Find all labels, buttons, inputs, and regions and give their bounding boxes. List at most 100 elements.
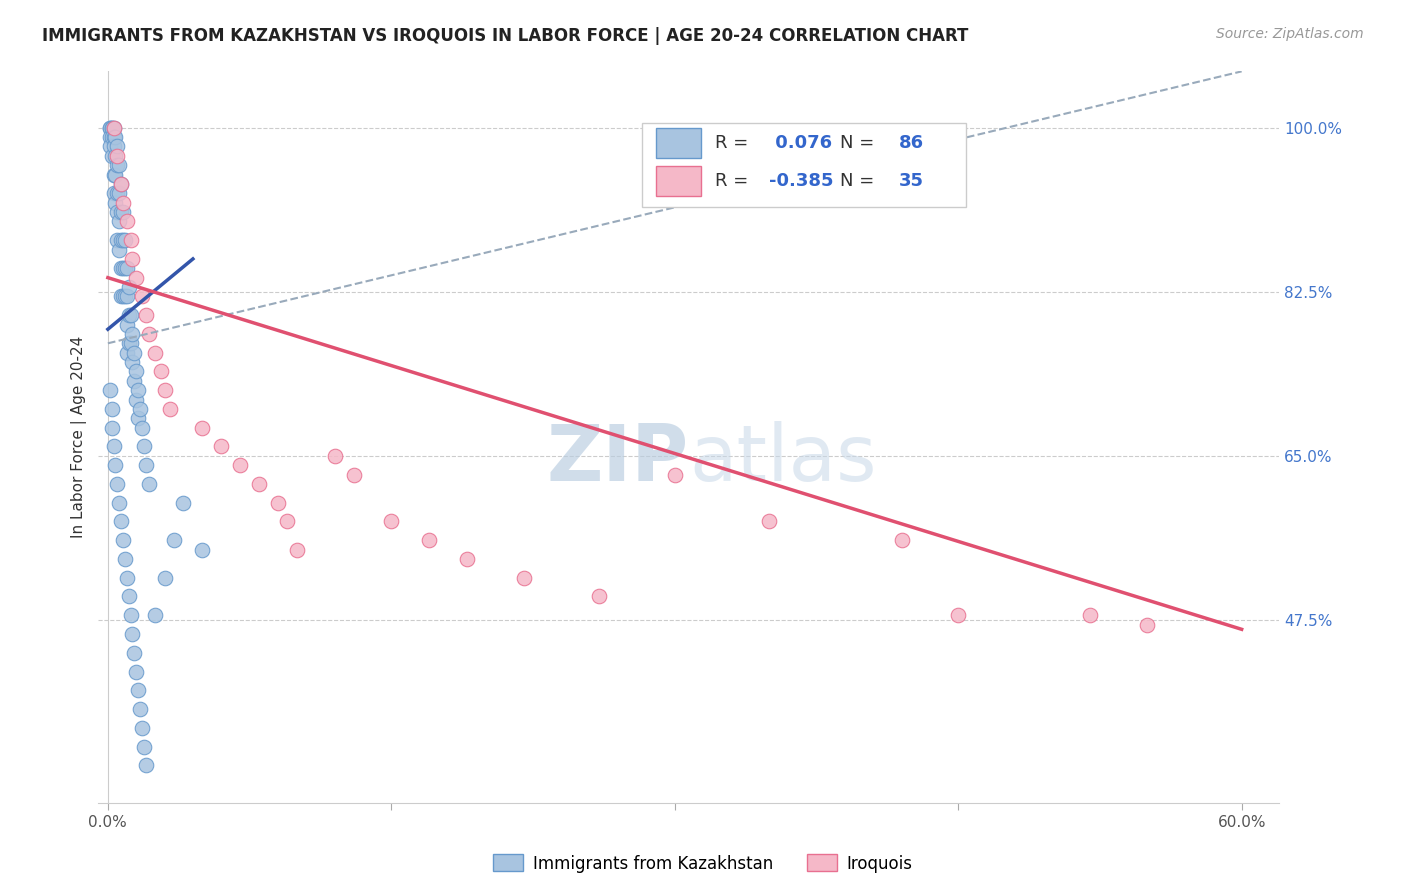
Point	[120, 608, 142, 623]
Point	[121, 627, 143, 641]
Point	[121, 252, 143, 266]
Point	[108, 496, 131, 510]
Point	[118, 280, 141, 294]
Point	[103, 186, 125, 201]
Point	[120, 308, 142, 322]
Point	[108, 214, 131, 228]
Point	[153, 571, 176, 585]
Point	[125, 364, 148, 378]
Point	[98, 139, 121, 153]
Point	[132, 739, 155, 754]
Point	[135, 308, 157, 322]
Point	[247, 477, 270, 491]
Point	[115, 289, 138, 303]
Point	[110, 177, 132, 191]
Point	[1080, 608, 1102, 623]
Point	[380, 515, 402, 529]
Point	[111, 233, 134, 247]
Point	[132, 440, 155, 454]
Point	[191, 420, 214, 434]
Point	[100, 120, 122, 135]
Point	[138, 477, 160, 491]
Point	[110, 233, 132, 247]
Point	[108, 243, 131, 257]
Point	[103, 440, 125, 454]
Point	[110, 289, 132, 303]
Bar	[655, 166, 700, 196]
Text: 86: 86	[900, 134, 924, 152]
Point	[104, 149, 127, 163]
Text: R =: R =	[714, 172, 754, 190]
Point	[131, 289, 153, 303]
Point	[110, 261, 132, 276]
Point	[111, 195, 134, 210]
Point	[159, 401, 181, 416]
Point	[153, 383, 176, 397]
Point	[103, 130, 125, 145]
Point	[124, 374, 146, 388]
Bar	[655, 128, 700, 159]
Point	[143, 345, 166, 359]
Point	[890, 533, 912, 548]
Point	[127, 411, 149, 425]
Point	[229, 458, 252, 473]
Point	[111, 205, 134, 219]
Point	[105, 477, 128, 491]
Text: -0.385: -0.385	[769, 172, 834, 190]
Point	[104, 168, 127, 182]
Point	[115, 571, 138, 585]
Point	[512, 571, 534, 585]
Point	[98, 120, 121, 135]
Text: 0.076: 0.076	[769, 134, 832, 152]
Text: IMMIGRANTS FROM KAZAKHSTAN VS IROQUOIS IN LABOR FORCE | AGE 20-24 CORRELATION CH: IMMIGRANTS FROM KAZAKHSTAN VS IROQUOIS I…	[42, 27, 969, 45]
Text: N =: N =	[841, 134, 880, 152]
Point	[124, 646, 146, 660]
Point	[110, 177, 132, 191]
Point	[209, 440, 232, 454]
Point	[115, 261, 138, 276]
Point	[127, 383, 149, 397]
Point	[125, 665, 148, 679]
Point	[758, 515, 780, 529]
Point	[191, 542, 214, 557]
Point	[104, 458, 127, 473]
Point	[323, 449, 346, 463]
Point	[131, 420, 153, 434]
Y-axis label: In Labor Force | Age 20-24: In Labor Force | Age 20-24	[72, 336, 87, 538]
Point	[664, 467, 686, 482]
Point	[103, 120, 125, 135]
Point	[285, 542, 308, 557]
Point	[172, 496, 194, 510]
Point	[111, 289, 134, 303]
Text: R =: R =	[714, 134, 754, 152]
Point	[118, 336, 141, 351]
FancyBboxPatch shape	[641, 122, 966, 207]
Point	[114, 261, 136, 276]
Point	[103, 120, 125, 135]
Point	[125, 392, 148, 407]
Text: atlas: atlas	[689, 421, 876, 497]
Text: N =: N =	[841, 172, 880, 190]
Point	[1136, 617, 1159, 632]
Point	[105, 139, 128, 153]
Point	[100, 420, 122, 434]
Point	[588, 590, 610, 604]
Point	[129, 401, 152, 416]
Point	[98, 120, 121, 135]
Point	[98, 130, 121, 145]
Point	[163, 533, 186, 548]
Text: ZIP: ZIP	[547, 421, 689, 497]
Point	[104, 195, 127, 210]
Point	[121, 326, 143, 341]
Point	[456, 552, 478, 566]
Point	[129, 702, 152, 716]
Point	[115, 214, 138, 228]
Legend: Immigrants from Kazakhstan, Iroquois: Immigrants from Kazakhstan, Iroquois	[486, 847, 920, 880]
Text: Source: ZipAtlas.com: Source: ZipAtlas.com	[1216, 27, 1364, 41]
Point	[108, 186, 131, 201]
Point	[135, 458, 157, 473]
Point	[118, 308, 141, 322]
Point	[114, 233, 136, 247]
Point	[127, 683, 149, 698]
Point	[114, 289, 136, 303]
